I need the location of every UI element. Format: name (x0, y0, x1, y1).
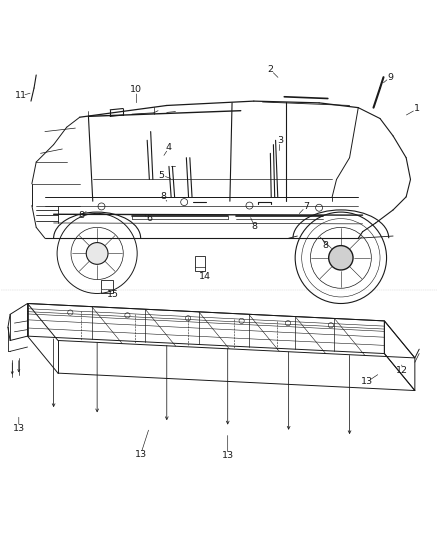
Circle shape (86, 243, 108, 264)
Bar (195, 256, 205, 271)
Text: 9: 9 (387, 72, 393, 82)
Text: 8: 8 (161, 192, 167, 201)
Text: 8: 8 (252, 222, 258, 231)
Text: 6: 6 (146, 214, 152, 223)
Text: 7: 7 (303, 202, 309, 211)
Text: 13: 13 (222, 451, 234, 461)
Text: 13: 13 (134, 450, 147, 459)
Bar (101, 280, 113, 294)
Text: 8: 8 (323, 241, 328, 250)
Text: 13: 13 (361, 377, 373, 386)
Text: 12: 12 (396, 366, 408, 375)
Text: 8: 8 (78, 211, 84, 220)
Text: 10: 10 (131, 85, 142, 94)
Text: 5: 5 (159, 171, 165, 180)
Circle shape (328, 246, 353, 270)
Text: 14: 14 (199, 272, 211, 280)
Text: 15: 15 (107, 290, 119, 300)
Text: 2: 2 (267, 65, 273, 74)
Text: 3: 3 (277, 136, 283, 145)
Text: 4: 4 (166, 143, 172, 152)
Text: 11: 11 (15, 91, 27, 100)
Text: 13: 13 (13, 424, 25, 433)
Text: 1: 1 (414, 104, 420, 114)
